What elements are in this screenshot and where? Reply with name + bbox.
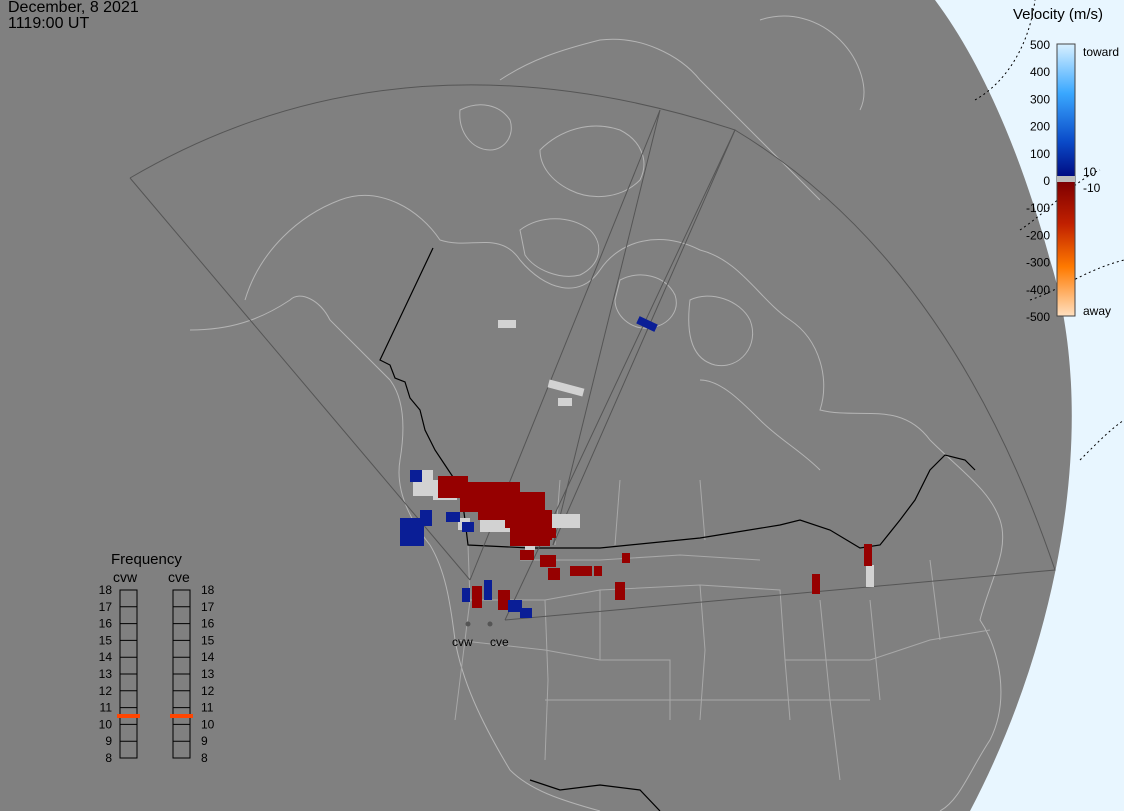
- header-time: 1119:00 UT: [8, 15, 90, 32]
- velocity-zero-band: [1057, 176, 1075, 182]
- frequency-level-label: 16: [201, 617, 215, 631]
- frequency-level-label: 18: [99, 583, 113, 597]
- velocity-tick-label: 200: [1030, 120, 1050, 134]
- velocity-tick-label: 400: [1030, 65, 1050, 79]
- frequency-level-label: 18: [201, 583, 215, 597]
- header-date: December, 8 2021: [8, 0, 139, 16]
- frequency-marker-cvw: [117, 714, 140, 718]
- terminator-dots: [974, 0, 1124, 461]
- frequency-level-label: 10: [201, 717, 215, 731]
- frequency-level-label: 15: [201, 633, 215, 647]
- frequency-level-label: 9: [201, 734, 208, 748]
- national-borders: [379, 247, 976, 811]
- velocity-tick-label: 500: [1030, 38, 1050, 52]
- toward-label: toward: [1083, 45, 1119, 59]
- frequency-panel: Frequency cvw cve 18 17 16 15 14 13 12 11 10 9 8 18…: [99, 551, 215, 765]
- frequency-radar-cvw: cvw: [113, 569, 138, 585]
- threshold-pos-label: 10: [1083, 165, 1097, 179]
- frequency-level-label: 9: [105, 734, 112, 748]
- coastlines: [189, 15, 1004, 811]
- radar-label-cvw: cvw: [452, 635, 473, 649]
- radar-label-cve: cve: [490, 635, 509, 649]
- frequency-level-label: 13: [99, 667, 113, 681]
- frequency-level-label: 10: [99, 717, 113, 731]
- frequency-level-label: 12: [99, 684, 113, 698]
- radar-site-cvw: [465, 621, 471, 627]
- frequency-level-label: 11: [201, 701, 214, 715]
- frequency-level-label: 11: [100, 701, 113, 715]
- outer-region: [935, 0, 1124, 811]
- frequency-level-label: 17: [201, 600, 215, 614]
- frequency-level-label: 15: [99, 633, 113, 647]
- radar-site-cve: [487, 621, 493, 627]
- frequency-level-label: 13: [201, 667, 215, 681]
- frequency-level-label: 12: [201, 684, 215, 698]
- frequency-level-label: 16: [99, 617, 113, 631]
- velocity-title: Velocity (m/s): [1013, 6, 1103, 23]
- velocity-tick-label: -400: [1026, 283, 1050, 297]
- frequency-level-label: 8: [201, 751, 208, 765]
- frequency-marker-cve: [170, 714, 193, 718]
- frequency-title: Frequency: [111, 551, 182, 568]
- velocity-tick-label: -100: [1026, 201, 1050, 215]
- velocity-tick-label: 300: [1030, 92, 1050, 106]
- frequency-level-label: 8: [105, 751, 112, 765]
- velocity-tick-label: 100: [1030, 147, 1050, 161]
- away-scatter-cells: [438, 476, 872, 610]
- toward-scatter-cells: [400, 316, 658, 618]
- frequency-level-label: 14: [201, 650, 215, 664]
- header: December, 8 2021 1119:00 UT: [8, 0, 139, 32]
- frequency-level-label: 17: [99, 600, 113, 614]
- velocity-tick-label: -500: [1026, 310, 1050, 324]
- away-label: away: [1083, 304, 1111, 318]
- velocity-tick-label: -300: [1026, 256, 1050, 270]
- radar-sites: [465, 621, 493, 627]
- velocity-colorbar: Velocity (m/s) 500 400 300 200 100 0 -100 -200 -…: [1013, 6, 1119, 324]
- velocity-tick-label: 0: [1043, 174, 1050, 188]
- frequency-level-label: 14: [99, 650, 113, 664]
- velocity-tick-label: -200: [1026, 228, 1050, 242]
- ground-scatter-cells: [413, 320, 874, 587]
- threshold-neg-label: -10: [1083, 181, 1101, 195]
- fov-boundaries: [129, 84, 1056, 621]
- frequency-radar-cve: cve: [168, 569, 190, 585]
